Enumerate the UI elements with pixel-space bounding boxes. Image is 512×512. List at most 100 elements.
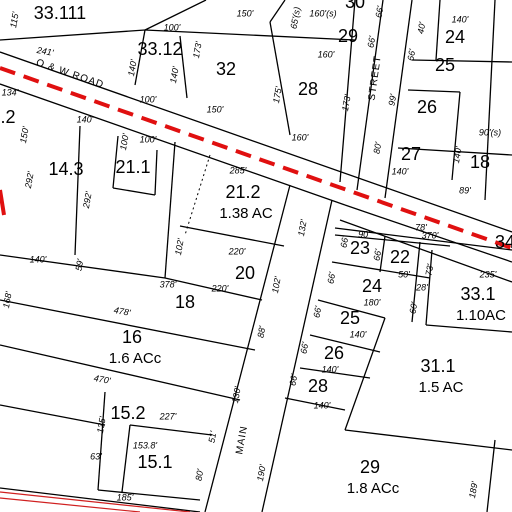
dimension-label: 370' (422, 230, 439, 240)
dimension-label: 140' (168, 66, 181, 84)
parcel-area: 1.10AC (456, 307, 506, 324)
dimension-label: 140' (452, 14, 469, 24)
dimension-label: 292' (81, 191, 94, 210)
parcel-area: 1.6 ACc (109, 350, 162, 367)
dimension-label: 66' (287, 373, 299, 387)
dimension-label: 100' (140, 94, 157, 104)
dimension-label: 66' (298, 341, 310, 355)
dimension-label: 235' (479, 269, 497, 279)
parcel-label: 33.12 (137, 39, 182, 59)
dimension-label: 190' (255, 464, 268, 482)
parcel-label: 33.111 (34, 3, 86, 23)
street-name: O & W ROAD (35, 57, 106, 91)
parcel-label: 16 (122, 327, 142, 347)
dimension-label: 66' (338, 235, 350, 249)
parcel-label: 28 (298, 79, 318, 99)
dimension-label: 88' (255, 325, 267, 339)
dimension-label: 132' (296, 219, 309, 237)
parcel-label: 25 (435, 55, 455, 75)
dimension-label: 89' (459, 185, 471, 195)
dimension-label: 102' (173, 238, 186, 256)
parcel-label: 32 (216, 59, 236, 79)
dimension-label: 66' (311, 305, 323, 319)
dimension-label: 285' (229, 165, 247, 175)
dimension-label: 66' (405, 48, 417, 62)
parcel-label: 34 (495, 232, 512, 252)
dimension-label: 80' (371, 141, 383, 155)
dimension-label: 99' (386, 93, 398, 107)
dimension-label: 292' (23, 171, 36, 190)
parcel-label: 21.2 (225, 182, 260, 202)
dimension-label: 59' (73, 258, 85, 272)
parcel-label: 29 (338, 26, 358, 46)
dimension-label: 220' (211, 283, 229, 293)
dimension-label: 378' (160, 279, 177, 289)
parcel-label: 33.1 (460, 284, 495, 304)
dimension-label: 50' (398, 269, 410, 279)
dimension-label: 63' (90, 451, 102, 461)
dimension-label: 90' (358, 229, 370, 239)
parcel-label: 24 (362, 276, 382, 296)
dimension-label: 173' (191, 41, 204, 59)
dimension-label: 90'(s) (479, 127, 501, 137)
dimension-label: 220' (228, 246, 246, 256)
dimension-label: 173' (340, 94, 353, 112)
dimension-label: 150' (18, 126, 31, 144)
dimension-label: 140' (350, 329, 367, 339)
parcel-label: 25 (340, 308, 360, 328)
dimension-label: 51' (206, 430, 218, 444)
dimension-label: 160' (318, 49, 335, 59)
parcel-label: 30 (345, 0, 365, 12)
dimension-label: 140' (392, 166, 409, 176)
dimension-label: 130' (230, 386, 243, 404)
dimension-label: 66' (365, 35, 377, 49)
dimension-label: 140' (30, 254, 47, 264)
parcel-label: 26 (417, 97, 437, 117)
dimension-label: 168' (1, 291, 14, 309)
dimension-label: 140' (322, 364, 339, 374)
dimension-label: 160' (292, 132, 309, 142)
parcel-label: 18 (175, 292, 195, 312)
dimension-label: 150' (237, 8, 254, 18)
dimension-label: 175' (271, 86, 284, 104)
parcel-label: 27 (401, 144, 421, 164)
dimension-label: 66' (371, 248, 383, 262)
parcel-label: 15.2 (110, 403, 145, 423)
dimension-label: 478' (113, 305, 131, 318)
dimension-label: 470' (93, 373, 111, 386)
parcel-label: 20 (235, 263, 255, 283)
dimension-label: 66' (373, 5, 385, 19)
dimension-label: 40' (415, 21, 427, 35)
dimension-label: 65'(s) (289, 6, 303, 30)
dimension-label: 140' (314, 400, 331, 410)
dimension-label: 100' (140, 134, 157, 144)
parcel-label: 23 (350, 238, 370, 258)
dimension-label: 66' (325, 271, 337, 285)
dimension-label: 227' (159, 411, 177, 421)
dimension-label: 100' (164, 22, 181, 32)
dimension-label: 153.8' (133, 440, 158, 450)
dimension-label: 241' (35, 45, 54, 58)
parcel-label: 14.3 (48, 159, 83, 179)
parcel-area: 1.38 AC (219, 205, 273, 222)
parcel-label: 21.1 (115, 157, 150, 177)
parcel-label: .2 (0, 107, 15, 127)
parcel-label: 22 (390, 247, 410, 267)
dimension-label: 102' (270, 276, 283, 294)
street-name: MAIN (234, 425, 250, 455)
dimension-label: 150' (207, 104, 224, 114)
dimension-label: 73' (423, 263, 435, 277)
street-name: STREET (367, 55, 384, 102)
dimension-label: 140' (126, 59, 139, 77)
parcel-area: 1.5 AC (418, 379, 463, 396)
dimension-label: 140' (451, 146, 464, 164)
dimension-label: 160'(s) (309, 8, 336, 18)
dimension-label: 134' (2, 87, 19, 97)
dimension-label: 135' (95, 416, 108, 434)
parcel-label: 15.1 (137, 452, 172, 472)
dimension-label: 60' (407, 301, 419, 315)
parcel-label: 31.1 (420, 356, 455, 376)
dimension-label: 115' (8, 11, 21, 29)
